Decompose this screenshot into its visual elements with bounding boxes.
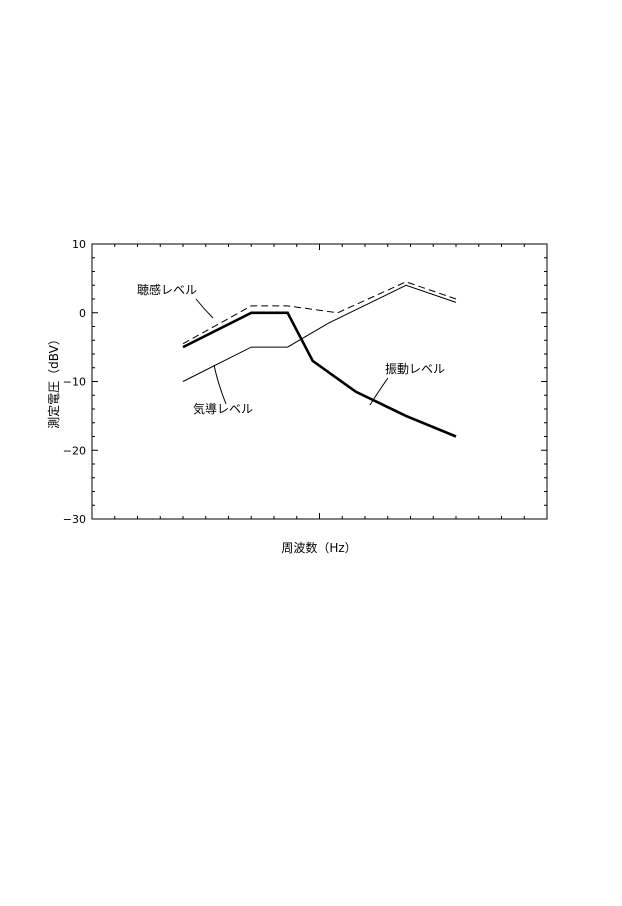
- annotation-air-conduction-level: 気導レベル: [193, 401, 253, 416]
- plot-frame: [91, 243, 548, 520]
- leader-hearing-level: [195, 298, 214, 319]
- y-axis-title: 測定電圧（dBV）: [46, 333, 61, 429]
- series-hearing-level: [182, 281, 457, 345]
- y-tick-labels: 10 0 −10 −20 −30: [63, 238, 86, 526]
- annotation-hearing-level: 聴感レベル: [137, 282, 197, 297]
- annotation-vibration-level: 振動レベル: [385, 362, 445, 376]
- annotation-leaders: [195, 298, 389, 406]
- series-vibration-level: [182, 311, 457, 438]
- x-axis-title: 周波数（Hz）: [281, 540, 356, 555]
- y-tick-label: −30: [63, 513, 86, 526]
- y-tick-label: −20: [63, 444, 86, 457]
- y-tick-label: 10: [72, 238, 86, 251]
- leader-vibration-level: [369, 377, 389, 406]
- y-tick-label: −10: [63, 376, 86, 389]
- series-air-conduction-level: [182, 284, 457, 382]
- series-lines: [182, 281, 457, 438]
- y-tick-label: 0: [79, 307, 86, 320]
- leader-air-conduction-level: [213, 364, 227, 405]
